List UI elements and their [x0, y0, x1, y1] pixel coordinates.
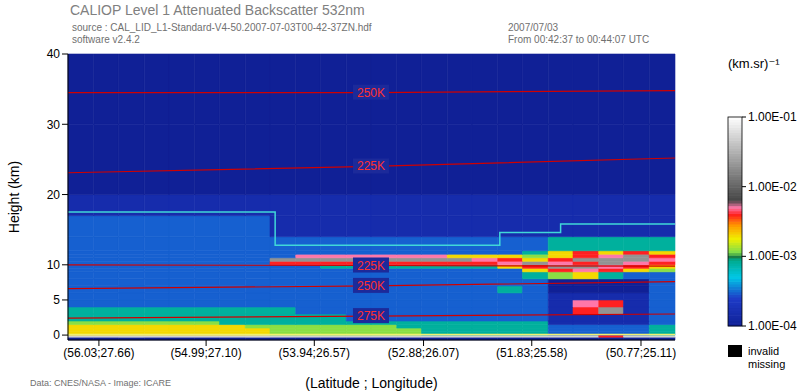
svg-text:30: 30	[47, 118, 61, 132]
svg-text:1.00E-01: 1.00E-01	[748, 110, 797, 124]
svg-text:10: 10	[47, 258, 61, 272]
svg-text:From 00:42:37 to 00:44:07 UTC: From 00:42:37 to 00:44:07 UTC	[508, 34, 649, 45]
svg-text:225K: 225K	[357, 259, 385, 273]
svg-text:250K: 250K	[357, 86, 385, 100]
svg-text:(53.94;26.57): (53.94;26.57)	[279, 346, 350, 360]
svg-text:invalid: invalid	[748, 345, 779, 357]
svg-text:20: 20	[47, 188, 61, 202]
svg-text:250K: 250K	[357, 279, 385, 293]
svg-text:5: 5	[53, 293, 60, 307]
svg-text:(56.03;27.66): (56.03;27.66)	[63, 346, 134, 360]
svg-text:0: 0	[53, 328, 60, 342]
svg-text:(51.83;25.58): (51.83;25.58)	[496, 346, 567, 360]
svg-text:1.00E-02: 1.00E-02	[748, 180, 797, 194]
svg-text:1.00E-03: 1.00E-03	[748, 249, 797, 263]
svg-text:missing: missing	[748, 358, 785, 370]
svg-text:(52.88;26.07): (52.88;26.07)	[388, 346, 459, 360]
svg-text:(km.sr)⁻¹: (km.sr)⁻¹	[728, 56, 780, 71]
svg-text:1.00E-04: 1.00E-04	[748, 319, 797, 333]
svg-text:2007/07/03: 2007/07/03	[508, 22, 558, 33]
svg-text:(54.99;27.10): (54.99;27.10)	[170, 346, 241, 360]
svg-text:source : CAL_LID_L1-Standard-V: source : CAL_LID_L1-Standard-V4-50.2007-…	[72, 22, 372, 33]
svg-text:software v2.4.2: software v2.4.2	[72, 34, 140, 45]
svg-text:CALIOP Level 1 Attenuated Back: CALIOP Level 1 Attenuated Backscatter 53…	[70, 2, 365, 18]
svg-text:Data: CNES/NASA - Image: ICARE: Data: CNES/NASA - Image: ICARE	[30, 378, 171, 388]
svg-text:(Latitude ; Longitude): (Latitude ; Longitude)	[305, 375, 437, 391]
svg-text:275K: 275K	[357, 309, 385, 323]
svg-text:40: 40	[47, 47, 61, 61]
svg-text:Height (km): Height (km)	[6, 161, 22, 233]
svg-text:225K: 225K	[357, 159, 385, 173]
svg-text:(50.77;25.11): (50.77;25.11)	[606, 346, 677, 360]
